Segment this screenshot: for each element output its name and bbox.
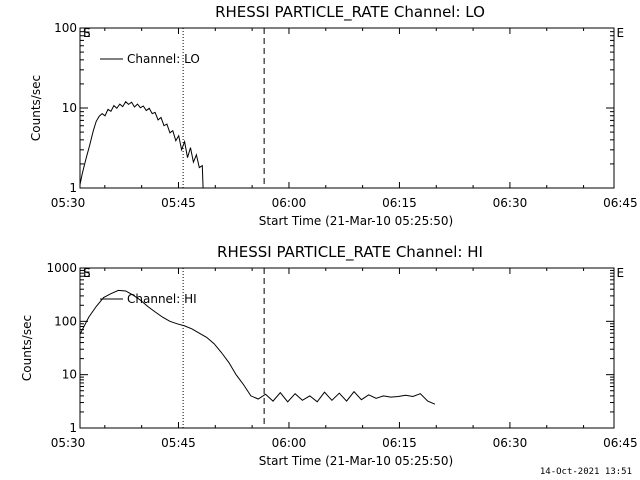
hi-xtick-label-2: 06:00 [272,436,307,450]
lo-legend-label: Channel: LO [127,52,200,66]
hi-ytick-label-2: 100 [54,314,77,328]
hi-xtick-label-5: 06:45 [603,436,638,450]
hi-xtick-label-0: 05:30 [51,436,86,450]
lo-y-axis-label: Counts/sec [29,75,43,141]
lo-x-axis-label: Start Time (21-Mar-10 05:25:50) [259,214,453,228]
hi-series-line-0 [80,289,436,405]
hi-xtick-label-4: 06:30 [493,436,528,450]
lo-ytick-label-0: 1 [69,181,77,195]
lo-series-line-0 [80,100,204,188]
hi-y-axis-label: Counts/sec [20,315,34,381]
hi-plot-frame [79,267,615,429]
hi-marker-s-1: S [83,266,91,280]
lo-xtick-label-1: 05:45 [161,196,196,210]
hi-marker-e-2: E [616,266,624,280]
lo-xtick-label-0: 05:30 [51,196,86,210]
lo-marker-e-0: E [83,26,91,40]
lo-chart-title: RHESSI PARTICLE_RATE Channel: LO [215,3,485,22]
hi-marker-e-0: E [83,266,91,280]
lo-marker-e-2: E [616,26,624,40]
hi-legend-label: Channel: HI [127,292,197,306]
lo-xtick-label-4: 06:30 [493,196,528,210]
lo-xtick-label-3: 06:15 [382,196,417,210]
lo-ytick-label-1: 10 [62,101,77,115]
hi-xtick-label-3: 06:15 [382,436,417,450]
lo-xtick-label-5: 06:45 [603,196,638,210]
footer-timestamp: 14-Oct-2021 13:51 [539,467,632,477]
hi-ytick-label-3: 1000 [46,261,77,275]
hi-chart-title: RHESSI PARTICLE_RATE Channel: HI [217,243,483,262]
lo-xtick-label-2: 06:00 [272,196,307,210]
hi-xtick-label-1: 05:45 [161,436,196,450]
lo-marker-s-1: S [83,26,91,40]
lo-ytick-label-2: 100 [54,21,77,35]
hi-x-axis-label: Start Time (21-Mar-10 05:25:50) [259,454,453,468]
hi-ytick-label-0: 1 [69,421,77,435]
hi-ytick-label-1: 10 [62,368,77,382]
